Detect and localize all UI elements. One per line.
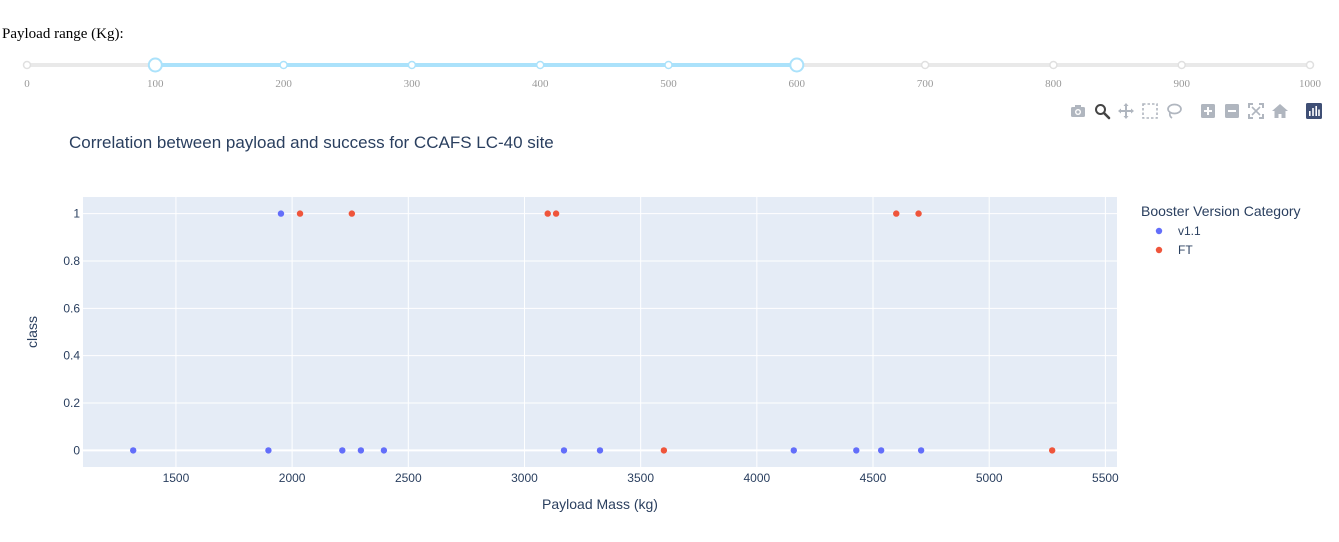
x-tick-label: 3000 bbox=[511, 471, 538, 485]
zoom-icon[interactable] bbox=[1092, 101, 1112, 121]
plot-area bbox=[83, 197, 1117, 467]
data-point-ft[interactable] bbox=[893, 210, 900, 217]
autoscale-icon[interactable] bbox=[1246, 101, 1266, 121]
reset-axes-icon[interactable] bbox=[1270, 101, 1290, 121]
legend-item-label[interactable]: v1.1 bbox=[1178, 224, 1201, 238]
x-tick-label: 2000 bbox=[279, 471, 306, 485]
slider-dot bbox=[535, 60, 545, 70]
data-point-ft[interactable] bbox=[915, 210, 922, 217]
legend-marker[interactable] bbox=[1155, 246, 1163, 254]
slider-mark-label: 400 bbox=[532, 78, 549, 90]
data-point-v11[interactable] bbox=[560, 447, 568, 454]
data-point-ft[interactable] bbox=[660, 447, 668, 454]
slider-mark-label: 100 bbox=[147, 78, 164, 90]
chart-title: Correlation between payload and success … bbox=[69, 133, 554, 152]
x-tick-label: 5500 bbox=[1092, 471, 1119, 485]
data-point-v11[interactable] bbox=[917, 447, 925, 454]
zoom-in-icon[interactable] bbox=[1198, 101, 1218, 121]
x-tick-label: 5000 bbox=[976, 471, 1003, 485]
plotly-logo-icon[interactable] bbox=[1304, 101, 1324, 121]
slider-mark-label: 500 bbox=[660, 78, 677, 90]
x-tick-label: 3500 bbox=[627, 471, 654, 485]
data-point-v11[interactable] bbox=[790, 447, 797, 454]
slider-dot bbox=[1305, 60, 1315, 70]
y-tick-label: 1 bbox=[73, 207, 80, 221]
lasso-select-icon[interactable] bbox=[1164, 101, 1184, 121]
slider-dot bbox=[1049, 60, 1058, 70]
slider-dot bbox=[920, 60, 930, 70]
data-point-v11[interactable] bbox=[877, 447, 885, 454]
x-tick-label: 1500 bbox=[163, 471, 190, 485]
legend-item-label[interactable]: FT bbox=[1178, 243, 1193, 257]
slider-handle-low[interactable] bbox=[147, 57, 163, 73]
y-tick-label: 0.8 bbox=[63, 254, 80, 268]
x-tick-label: 4500 bbox=[860, 471, 887, 485]
data-point-v11[interactable] bbox=[265, 447, 272, 454]
x-axis-title: Payload Mass (kg) bbox=[542, 496, 658, 512]
x-tick-label: 4000 bbox=[743, 471, 770, 485]
slider-mark-label: 700 bbox=[917, 78, 934, 90]
camera-icon[interactable] bbox=[1068, 101, 1088, 121]
slider-dot bbox=[22, 60, 32, 70]
slider-mark-label: 600 bbox=[789, 78, 806, 90]
data-point-ft[interactable] bbox=[296, 210, 304, 217]
payload-range-slider[interactable]: 0 100 200 300 400 500 600 700 800 900 1000 bbox=[0, 52, 1339, 98]
scatter-chart: Correlation between payload and success … bbox=[24, 133, 1301, 512]
data-point-v11[interactable] bbox=[380, 447, 388, 454]
legend-marker[interactable] bbox=[1155, 227, 1163, 235]
y-tick-label: 0.6 bbox=[63, 301, 80, 315]
slider-mark-label: 300 bbox=[404, 78, 421, 90]
slider-mark-label: 0 bbox=[24, 78, 30, 90]
box-select-icon[interactable] bbox=[1140, 101, 1160, 121]
data-point-v11[interactable] bbox=[339, 447, 346, 454]
data-point-ft[interactable] bbox=[552, 210, 560, 217]
data-point-v11[interactable] bbox=[277, 210, 285, 217]
plot-modebar bbox=[1068, 100, 1328, 122]
slider-dot bbox=[407, 60, 417, 70]
slider-dot bbox=[1177, 60, 1186, 70]
slider-mark-label: 800 bbox=[1045, 78, 1062, 90]
legend-title: Booster Version Category bbox=[1141, 203, 1301, 219]
y-axis-title: class bbox=[24, 316, 40, 348]
slider-dot bbox=[279, 60, 288, 70]
data-point-ft[interactable] bbox=[348, 210, 356, 217]
payload-range-label: Payload range (Kg): bbox=[2, 26, 124, 42]
y-tick-label: 0.4 bbox=[63, 349, 80, 363]
zoom-out-icon[interactable] bbox=[1222, 101, 1242, 121]
slider-handle-high[interactable] bbox=[789, 57, 805, 73]
pan-icon[interactable] bbox=[1116, 101, 1136, 121]
x-tick-label: 2500 bbox=[395, 471, 422, 485]
slider-mark-label: 900 bbox=[1173, 78, 1190, 90]
data-point-v11[interactable] bbox=[357, 447, 365, 454]
slider-mark-label: 1000 bbox=[1299, 78, 1322, 90]
slider-dot bbox=[664, 60, 673, 70]
slider-mark-label: 200 bbox=[275, 78, 292, 90]
data-point-ft[interactable] bbox=[544, 210, 551, 217]
y-tick-label: 0 bbox=[73, 443, 80, 457]
data-point-ft[interactable] bbox=[1048, 447, 1056, 454]
data-point-v11[interactable] bbox=[129, 447, 137, 454]
data-point-v11[interactable] bbox=[596, 447, 604, 454]
data-point-v11[interactable] bbox=[853, 447, 860, 454]
y-tick-label: 0.2 bbox=[63, 396, 80, 410]
